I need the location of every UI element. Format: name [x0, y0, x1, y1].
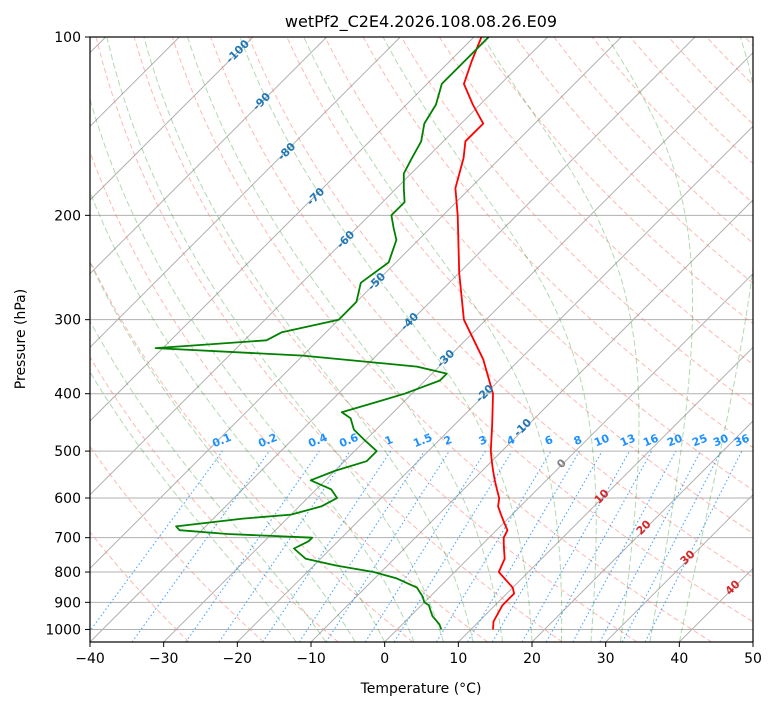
isotherm-line: [163, 51, 753, 642]
moist-adiabat-line: [106, 37, 445, 642]
x-axis: −40 −30 −20 −10 0 10 20 30 40 50: [75, 642, 762, 667]
mixing-ratio-label: 16: [641, 432, 660, 450]
x-tick-label: −10: [296, 651, 326, 667]
dry-adiabat-line: [95, 37, 563, 642]
x-tick-label: −20: [223, 651, 253, 667]
moist-adiabat-line: [90, 370, 297, 642]
mixing-ratio-lines: [90, 450, 743, 642]
isotherm-line: [531, 420, 753, 642]
isotherm-line: [90, 37, 328, 275]
x-tick-label: 20: [523, 651, 541, 667]
dry-adiabat-line: [90, 445, 264, 642]
profile-lines: [154, 37, 515, 630]
moist-adiabat-line: [239, 37, 533, 642]
moist-adiabat-line: [187, 37, 503, 642]
grid-layer: [90, 37, 753, 642]
moist-adiabat-line: [143, 37, 474, 642]
mixing-ratio-line: [185, 450, 320, 642]
dry-adiabat-line: [400, 37, 753, 407]
x-tick-label: 30: [597, 651, 615, 667]
y-tick-label: 700: [54, 531, 81, 547]
y-tick-label: 200: [54, 208, 81, 224]
mixing-ratio-label: 25: [690, 432, 709, 450]
y-tick-label: 600: [54, 491, 81, 507]
mixing-ratio-label: 30: [711, 432, 730, 450]
x-tick-label: −30: [149, 651, 179, 667]
dry-adiabat-line: [90, 356, 339, 642]
isotherm-line: [90, 37, 254, 201]
isotherm-line: [605, 493, 753, 642]
dry-adiabat-line: [90, 259, 414, 642]
isotherm-line: [90, 37, 622, 570]
temperature-profile-line: [454, 37, 515, 630]
dry-adiabat-line: [438, 37, 753, 366]
moist-adiabats: [90, 37, 753, 642]
moist-adiabat-line: [678, 37, 753, 642]
dry-adiabat-line: [90, 531, 190, 642]
dry-adiabat-line: [248, 37, 753, 578]
mixing-ratio-line: [545, 450, 653, 642]
isotherm-line: [90, 37, 401, 349]
isotherm-line: [90, 37, 549, 496]
mixing-ratio-label: 2: [442, 433, 454, 448]
moist-adiabat-line: [606, 37, 694, 642]
mixing-ratio-label: 10: [592, 432, 611, 450]
x-tick-label: 50: [744, 651, 762, 667]
y-tick-label: 300: [54, 313, 81, 329]
dry-adiabat-line: [515, 37, 753, 284]
mixing-ratio-line: [325, 450, 450, 642]
mixing-ratio-line: [467, 450, 580, 642]
isotherm-line: [384, 272, 753, 642]
y-axis-label: Pressure (hPa): [13, 289, 29, 389]
x-axis-label: Temperature (°C): [360, 681, 482, 697]
x-tick-label: −40: [75, 651, 105, 667]
y-tick-label: 800: [54, 565, 81, 581]
moist-adiabat-line: [90, 190, 386, 642]
moist-adiabat-line: [90, 261, 356, 642]
y-tick-label: 900: [54, 595, 81, 611]
x-tick-label: 0: [380, 651, 389, 667]
moist-adiabat-line: [482, 37, 640, 642]
isotherm-line: [236, 125, 753, 642]
dry-adiabat-line: [210, 37, 753, 623]
mixing-ratio-line: [364, 450, 486, 642]
mixing-ratio-label: 1: [383, 433, 395, 448]
moist-adiabat-line: [90, 97, 415, 642]
mixing-ratio-line: [393, 450, 513, 642]
y-tick-label: 1000: [45, 622, 81, 638]
mixing-ratio-label: 20: [665, 432, 684, 450]
mixing-ratio-line: [435, 450, 552, 642]
x-tick-label: 40: [670, 651, 688, 667]
chart-title: wetPf2_C2E4.2026.108.08.26.E09: [285, 12, 557, 32]
dewpoint-profile-line: [154, 37, 490, 630]
isotherm-line: [457, 346, 753, 642]
y-axis: 100 200 300 400 500 600 700 800 900 1000: [45, 30, 90, 638]
y-tick-label: 400: [54, 387, 81, 403]
y-tick-label: 500: [54, 444, 81, 460]
isotherm-line: [90, 37, 696, 642]
mixing-ratio-line: [521, 450, 630, 642]
mixing-ratio-label: 8: [572, 433, 584, 448]
mixing-ratio-line: [218, 450, 351, 642]
mixing-ratio-line: [491, 450, 603, 642]
mixing-ratio-line: [572, 450, 677, 642]
isotherm-line: [90, 37, 475, 422]
mixing-ratio-label: 13: [618, 432, 637, 450]
dry-adiabat-line: [90, 150, 488, 642]
dry-adiabat-line: [324, 37, 753, 491]
moist-adiabat-line: [303, 37, 563, 642]
dry-adiabat-line: [133, 37, 638, 642]
mixing-ratio-label: 36: [732, 432, 751, 450]
mixing-ratio-label: 3: [477, 433, 489, 448]
x-tick-label: 10: [449, 651, 467, 667]
plot-frame: [89, 36, 754, 643]
y-tick-label: 100: [54, 30, 81, 46]
moist-adiabat-line: [382, 37, 597, 642]
